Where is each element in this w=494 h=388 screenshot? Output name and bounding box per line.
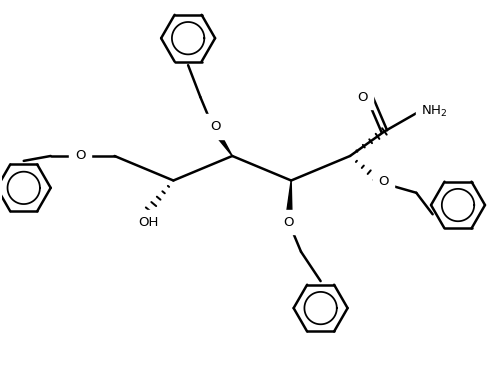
Text: O: O xyxy=(210,120,220,133)
Text: O: O xyxy=(378,175,389,188)
Text: NH$_2$: NH$_2$ xyxy=(421,104,448,120)
Text: O: O xyxy=(284,216,294,229)
Text: OH: OH xyxy=(139,216,159,229)
Text: O: O xyxy=(75,149,85,163)
Polygon shape xyxy=(210,125,232,156)
Text: O: O xyxy=(357,90,368,104)
Polygon shape xyxy=(285,180,292,222)
